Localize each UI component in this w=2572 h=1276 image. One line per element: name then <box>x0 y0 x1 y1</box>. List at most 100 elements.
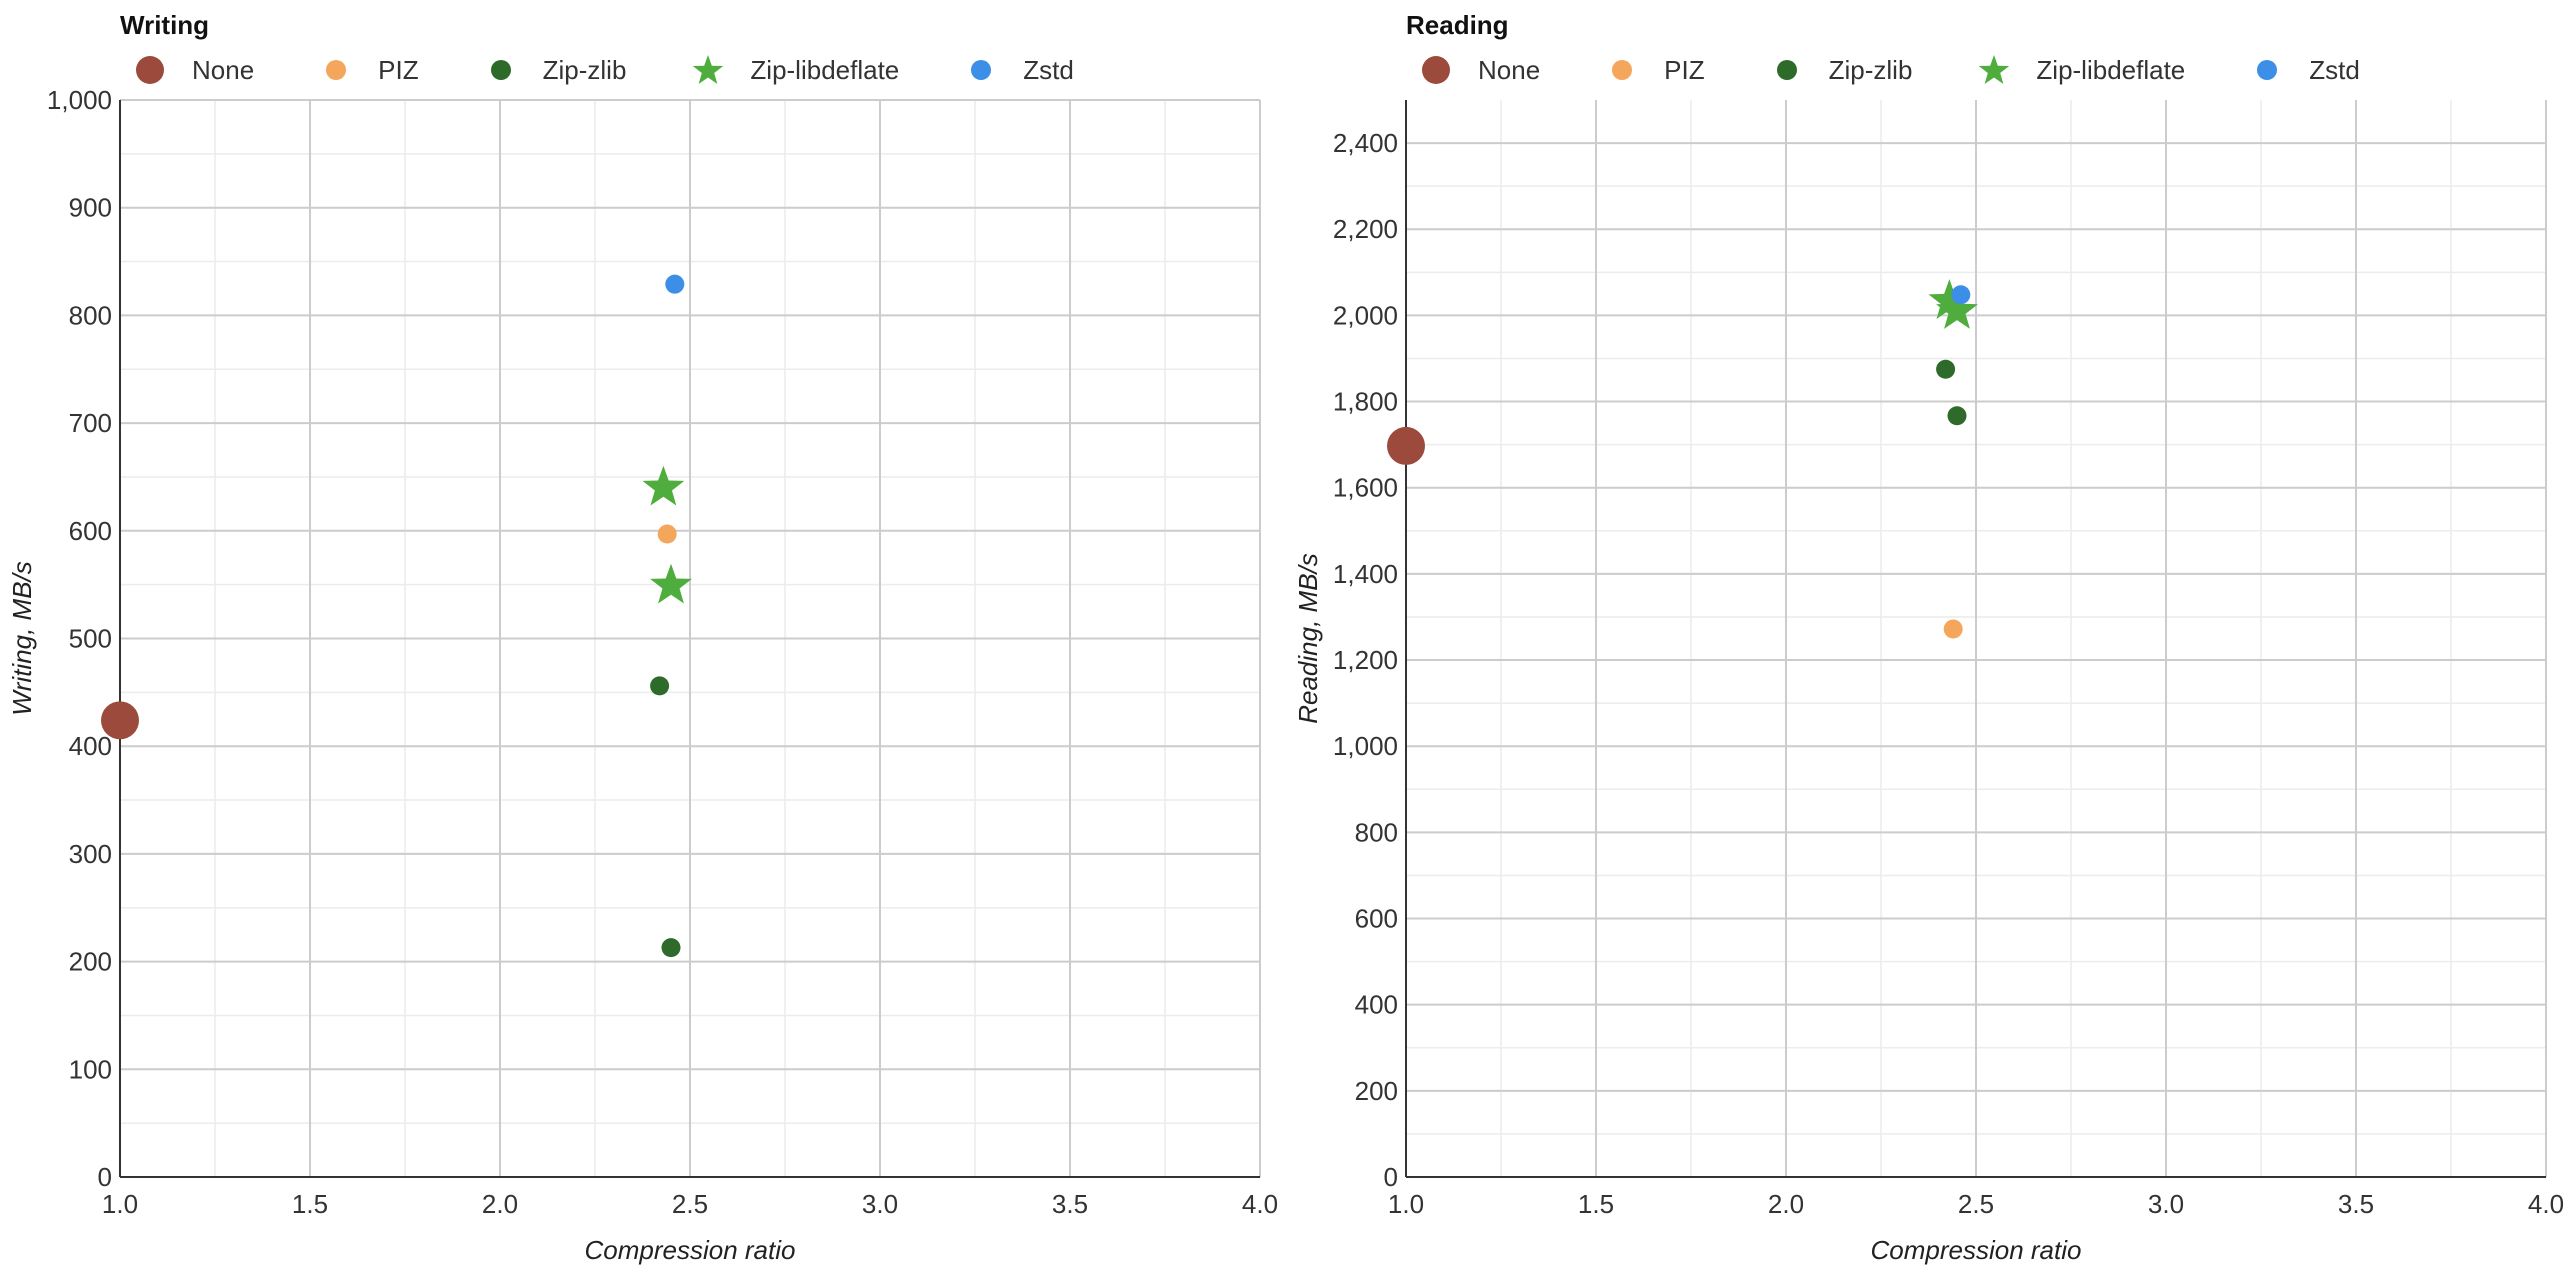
legend-swatch-svg <box>2257 60 2278 80</box>
y-tick-label: 300 <box>69 839 112 869</box>
point-zip-libdeflate[interactable] <box>1936 289 1978 329</box>
point-piz[interactable] <box>657 524 677 544</box>
y-tick-label: 800 <box>69 300 112 330</box>
y-tick-label: 0 <box>98 1162 112 1192</box>
y-tick-label: 1,000 <box>1333 731 1398 761</box>
x-tick-label: 3.0 <box>2148 1189 2184 1219</box>
x-tick-label: 1.0 <box>102 1189 138 1219</box>
legend-label: Zstd <box>2309 54 2360 85</box>
y-tick-label: 2,400 <box>1333 128 1398 158</box>
legend-marker-circle-icon <box>961 50 1001 90</box>
legend-marker-star-icon <box>688 50 728 90</box>
legend-marker-circle-large-icon <box>130 50 170 90</box>
legend-swatch-svg <box>1422 56 1450 84</box>
x-axis-label: Compression ratio <box>1871 1235 2082 1265</box>
x-tick-label: 1.5 <box>1578 1189 1614 1219</box>
legend-marker-circle-large-icon <box>1416 50 1456 90</box>
legend-marker-circle-icon <box>1767 50 1807 90</box>
reading-legend: None PIZ Zip-zlib Zip-libdeflate Zstd <box>1416 50 2422 90</box>
y-tick-label: 800 <box>1355 817 1398 847</box>
legend-item-zip-zlib[interactable]: Zip-zlib <box>1767 50 1913 90</box>
x-tick-label: 3.0 <box>862 1189 898 1219</box>
legend-item-none[interactable]: None <box>1416 50 1540 90</box>
y-tick-label: 1,600 <box>1333 473 1398 503</box>
y-tick-label: 200 <box>69 947 112 977</box>
x-axis-label: Compression ratio <box>585 1235 796 1265</box>
y-tick-label: 100 <box>69 1054 112 1084</box>
x-tick-label: 2.5 <box>1958 1189 1994 1219</box>
x-tick-label: 1.5 <box>292 1189 328 1219</box>
point-zip-libdeflate[interactable] <box>642 465 685 506</box>
legend-circle-shape <box>971 60 992 80</box>
legend-label: PIZ <box>378 54 419 85</box>
legend-label: PIZ <box>1664 54 1705 85</box>
legend-circle-shape <box>136 56 164 84</box>
legend-marker-circle-icon <box>2247 50 2287 90</box>
x-tick-label: 4.0 <box>1242 1189 1278 1219</box>
legend-item-piz[interactable]: PIZ <box>316 50 419 90</box>
point-zip-libdeflate[interactable] <box>650 563 692 604</box>
legend-swatch-svg <box>490 60 511 80</box>
legend-circle-shape <box>1776 60 1797 80</box>
legend-circle-shape <box>1422 56 1450 84</box>
y-tick-label: 1,800 <box>1333 387 1398 417</box>
point-none[interactable] <box>101 701 139 740</box>
point-piz[interactable] <box>1943 619 1963 639</box>
legend-swatch-svg <box>136 56 164 84</box>
x-tick-label: 3.5 <box>2338 1189 2374 1219</box>
reading-plot-area: 0 200 400 600 800 1,000 1,200 1,400 1,600 1,800 2,… <box>1293 100 2564 1265</box>
legend-marker-circle-icon <box>1602 50 1642 90</box>
legend-swatch-svg <box>1612 60 1633 80</box>
point-none[interactable] <box>1387 426 1425 465</box>
legend-label: None <box>192 54 255 85</box>
legend-item-zip-libdeflate[interactable]: Zip-libdeflate <box>1974 50 2185 90</box>
legend-item-zstd[interactable]: Zstd <box>2247 50 2360 90</box>
legend-item-zip-zlib[interactable]: Zip-zlib <box>481 50 627 90</box>
legend-item-zip-libdeflate[interactable]: Zip-libdeflate <box>688 50 899 90</box>
legend-marker-star-icon <box>1974 50 2014 90</box>
legend-label: Zip-zlib <box>542 54 627 85</box>
legend-label: Zstd <box>1023 54 1074 85</box>
y-tick-label: 700 <box>69 408 112 438</box>
legend-item-piz[interactable]: PIZ <box>1602 50 1705 90</box>
legend-marker-circle-icon <box>481 50 521 90</box>
point-zip-libdeflate[interactable] <box>1928 279 1971 319</box>
point-zstd[interactable] <box>1951 285 1971 305</box>
point-zstd[interactable] <box>665 274 685 294</box>
y-tick-label: 400 <box>69 731 112 761</box>
legend-item-none[interactable]: None <box>130 50 254 90</box>
y-tick-label: 1,400 <box>1333 559 1398 589</box>
point-zip-zlib[interactable] <box>661 938 681 958</box>
y-tick-label: 600 <box>69 516 112 546</box>
point-zip-zlib[interactable] <box>1947 406 1967 426</box>
legend-swatch-svg <box>326 60 347 80</box>
y-tick-label: 1,200 <box>1333 645 1398 675</box>
x-tick-label: 2.0 <box>482 1189 518 1219</box>
legend-label: Zip-libdeflate <box>2036 54 2186 85</box>
legend-circle-shape <box>2257 60 2278 80</box>
reading-chart: 0 200 400 600 800 1,000 1,200 1,400 1,600 1,800 2,… <box>1286 0 2572 1276</box>
gridlines <box>1406 100 2547 1177</box>
y-tick-label: 2,000 <box>1333 300 1398 330</box>
gridlines <box>120 99 1261 1177</box>
legend-circle-shape <box>490 60 511 80</box>
point-zip-zlib[interactable] <box>1936 359 1956 379</box>
x-tick-label: 1.0 <box>1388 1189 1424 1219</box>
y-tick-label: 500 <box>69 624 112 654</box>
y-axis-label: Writing, MB/s <box>7 561 37 716</box>
y-tick-label: 900 <box>69 193 112 223</box>
point-zip-zlib[interactable] <box>650 676 670 696</box>
data-points <box>1387 279 1978 639</box>
y-tick-label: 1,000 <box>47 85 112 115</box>
writing-plot-area: 0 100 200 300 400 500 600 700 800 900 1,000 1.0 1.5 2… <box>7 85 1278 1265</box>
legend-circle-shape <box>1612 60 1633 80</box>
writing-chart-title: Writing <box>120 10 210 40</box>
legend-swatch-svg <box>971 60 992 80</box>
legend-marker-circle-icon <box>316 50 356 90</box>
legend-label: Zip-zlib <box>1828 54 1913 85</box>
x-tick-label: 2.5 <box>672 1189 708 1219</box>
legend-swatch-svg <box>1979 55 2010 84</box>
x-tick-label: 4.0 <box>2528 1189 2564 1219</box>
legend-item-zstd[interactable]: Zstd <box>961 50 1074 90</box>
y-tick-label: 600 <box>1355 904 1398 934</box>
